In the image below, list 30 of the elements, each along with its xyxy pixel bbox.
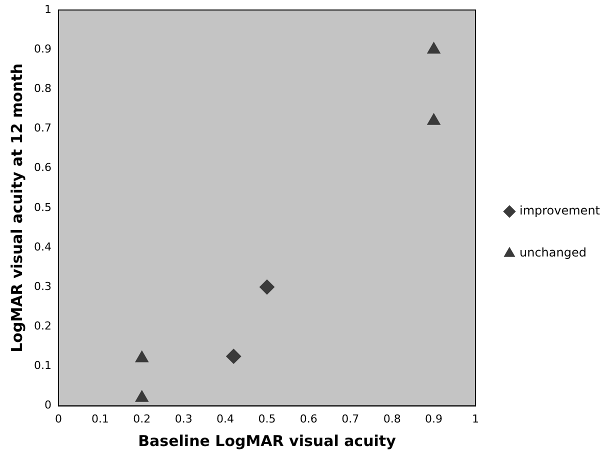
y-tick-label: 0.6 [34,161,52,174]
x-tick-label: 0 [54,412,62,426]
x-axis-title: Baseline LogMAR visual acuity [138,432,396,450]
x-tick-label: 0.4 [216,412,234,426]
x-tick-label: 0.1 [91,412,109,426]
x-tick-label: 0.7 [342,412,360,426]
legend-label: unchanged [519,246,586,260]
point [427,113,440,125]
y-tick-label: 1 [44,2,52,16]
x-tick-label: 0.6 [300,412,318,426]
x-tick-label: 1 [472,412,479,426]
y-tick-label: 0.5 [34,200,52,214]
legend-label: improvement [519,204,600,218]
x-tick-label: 0.2 [133,412,151,426]
y-tick-label: 0 [44,398,52,412]
x-tick-label: 0.9 [425,412,443,426]
y-tick-label: 0.2 [34,320,52,332]
y-tick-label: 0.3 [34,280,52,293]
y-tick-label: 0.4 [34,240,52,254]
y-tick-label: 0.9 [34,42,52,56]
x-tick-label: 0.3 [174,412,192,426]
y-tick-label: 0.7 [34,122,52,135]
y-tick-label: 0.8 [34,82,52,96]
y-tick-label: 0.1 [34,359,52,372]
point [135,390,148,402]
x-tick-label: 0.8 [383,412,401,426]
x-tick-label: 0.5 [258,412,276,426]
point [427,42,440,54]
point [135,350,148,362]
y-axis-title: LogMAR visual acuity at 12 month [8,63,26,352]
